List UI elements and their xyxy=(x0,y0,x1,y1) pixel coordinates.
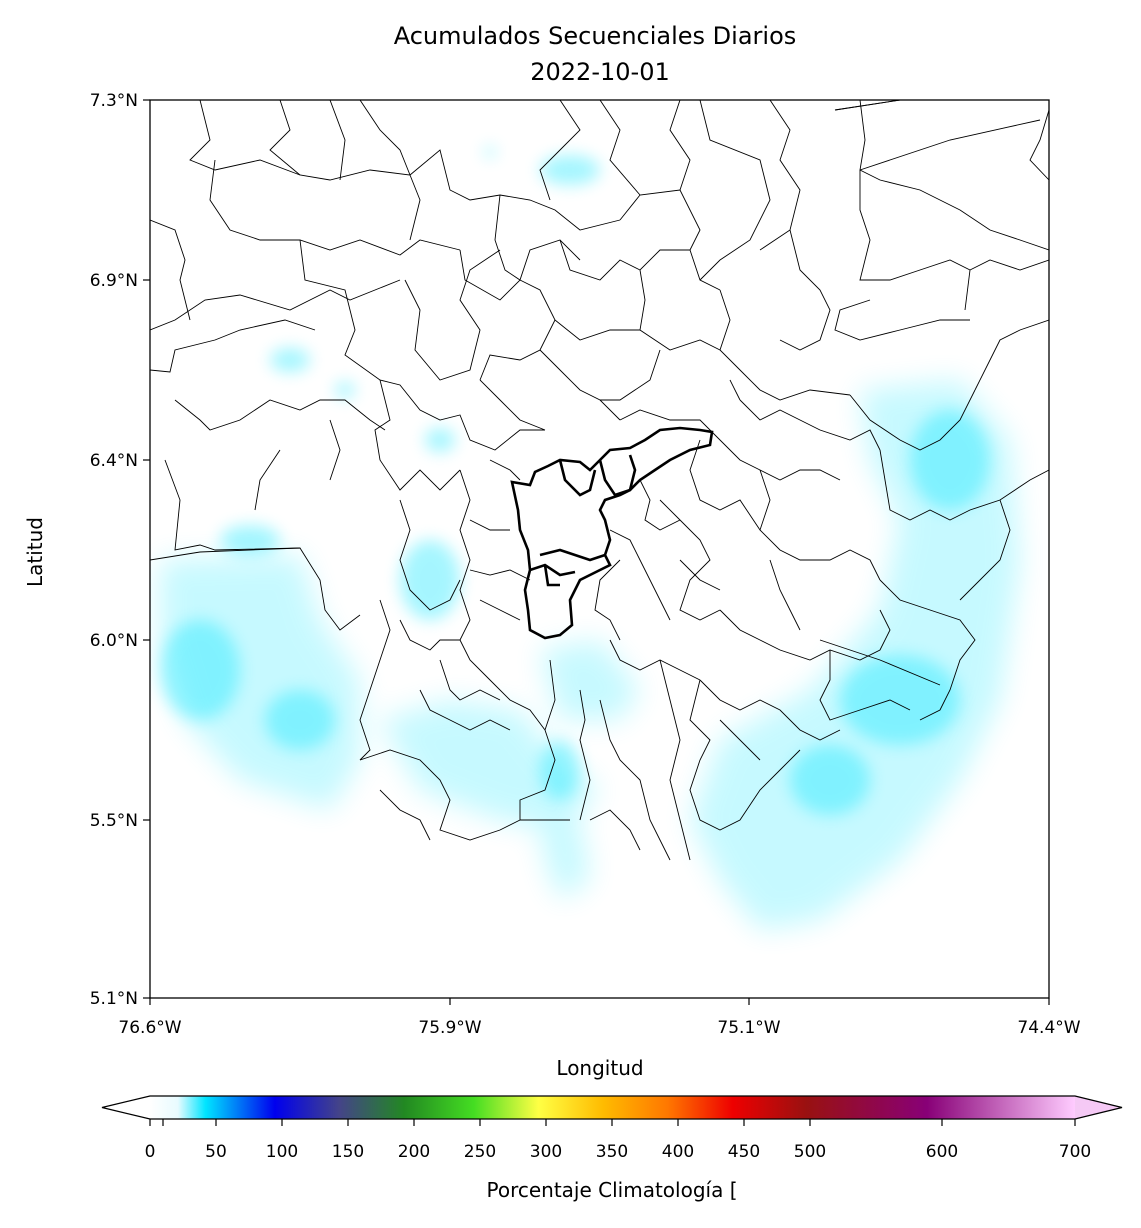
colorbar-tick-label: 250 xyxy=(464,1142,496,1162)
colorbar-min-extension xyxy=(102,1096,150,1119)
x-tick-label: 74.4°W xyxy=(1017,1018,1080,1038)
colorbar-tick-label: 50 xyxy=(205,1142,227,1162)
y-axis: 7.3°N 6.9°N 6.4°N 6.0°N 5.5°N 5.1°N Lati… xyxy=(23,91,150,1009)
map-area xyxy=(150,100,1049,998)
colorbar-tick-label: 200 xyxy=(398,1142,430,1162)
colorbar-tick-label: 450 xyxy=(728,1142,760,1162)
colorbar-body xyxy=(150,1096,1075,1119)
colorbar-tick-label: 100 xyxy=(266,1142,298,1162)
chart-subtitle: 2022-10-01 xyxy=(530,58,669,86)
x-tick-label: 75.9°W xyxy=(418,1018,481,1038)
chart-title: Acumulados Secuenciales Diarios xyxy=(394,22,797,50)
y-tick-label: 7.3°N xyxy=(90,91,138,111)
precipitation-layer xyxy=(160,147,1020,930)
colorbar-tick-label: 0 xyxy=(145,1142,156,1162)
metropolitan-area-boundary xyxy=(510,426,714,640)
colorbar-tick-label: 300 xyxy=(530,1142,562,1162)
colorbar-tick-label: 150 xyxy=(332,1142,364,1162)
colorbar-tick-label: 400 xyxy=(662,1142,694,1162)
colorbar-label: Porcentaje Climatología [ xyxy=(486,1178,737,1202)
x-tick-label: 75.1°W xyxy=(717,1018,780,1038)
x-axis-label: Longitud xyxy=(556,1056,643,1080)
y-tick-label: 6.4°N xyxy=(90,451,138,471)
y-tick-label: 6.0°N xyxy=(90,631,138,651)
colorbar-max-extension xyxy=(1075,1096,1122,1119)
x-axis: 76.6°W 75.9°W 75.1°W 74.4°W Longitud xyxy=(118,998,1081,1080)
x-tick-label: 76.6°W xyxy=(118,1018,181,1038)
colorbar: 0 50 100 150 200 250 300 350 400 450 500… xyxy=(101,1095,1123,1202)
y-tick-label: 5.5°N xyxy=(90,811,138,831)
colorbar-tick-label: 600 xyxy=(926,1142,958,1162)
colorbar-ticks xyxy=(149,1119,1076,1126)
y-axis-label: Latitud xyxy=(23,517,47,587)
municipal-boundaries xyxy=(150,100,1049,861)
map-frame xyxy=(149,99,1050,999)
y-tick-label: 5.1°N xyxy=(90,989,138,1009)
colorbar-tick-label: 700 xyxy=(1059,1142,1091,1162)
y-tick-label: 6.9°N xyxy=(90,271,138,291)
colorbar-tick-label: 350 xyxy=(596,1142,628,1162)
colorbar-tick-label: 500 xyxy=(794,1142,826,1162)
